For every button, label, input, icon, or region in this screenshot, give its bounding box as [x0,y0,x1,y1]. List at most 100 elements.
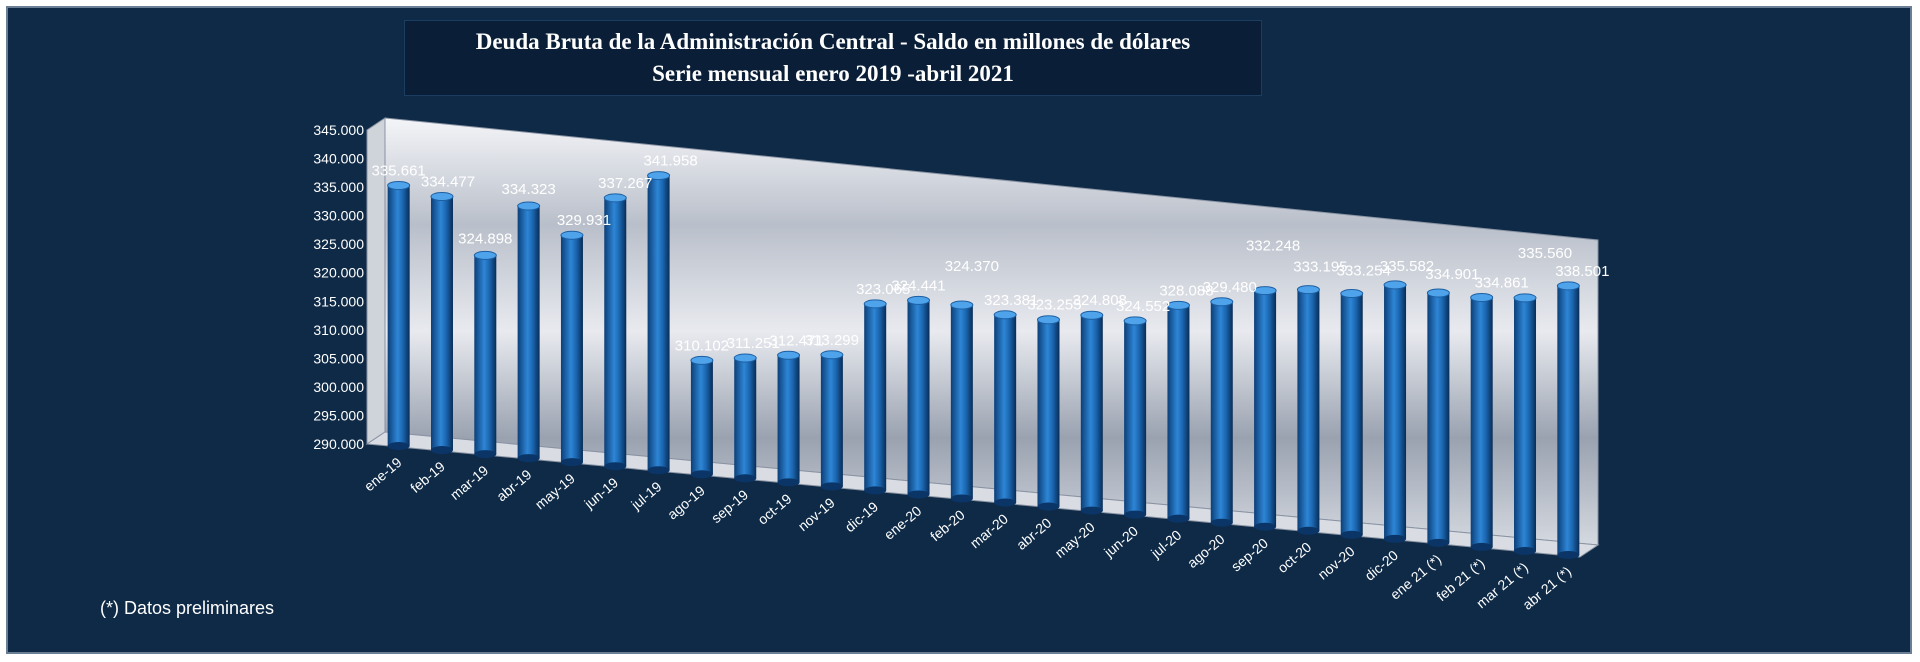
data-label: 335.661 [372,162,426,179]
data-label: 329.931 [557,212,611,229]
x-tick-label: ago-19 [664,482,708,522]
data-label: 333.195 [1293,259,1347,276]
y-tick-label: 305.000 [313,350,364,366]
bar [820,350,844,491]
bar [733,353,757,483]
y-tick-label: 335.000 [313,179,364,195]
x-tick-label: abr-20 [1013,514,1054,552]
bar [1383,280,1407,543]
bar [1166,300,1190,523]
bar [993,310,1017,507]
x-tick-label: feb-19 [407,458,448,496]
x-tick-label: ene-20 [881,502,925,542]
data-label: 334.477 [421,174,475,191]
data-label: 324.370 [945,258,999,275]
bar [907,295,931,499]
x-tick-label: jun-19 [580,474,621,512]
chart-title-box: Deuda Bruta de la Administración Central… [404,20,1262,96]
data-label: 324.552 [1116,298,1170,315]
data-label: 329.480 [1203,279,1257,296]
bar [1253,286,1277,531]
y-tick-label: 315.000 [313,293,364,309]
bar [1426,288,1450,547]
data-label: 334.901 [1425,266,1479,283]
bar [1036,315,1060,511]
y-tick-label: 330.000 [313,208,364,224]
data-label: 323.255 [1027,297,1081,314]
x-tick-label: sep-19 [708,486,751,526]
data-label: 334.861 [1475,274,1529,291]
data-label: 328.088 [1159,282,1213,299]
bars [387,171,1580,559]
x-tick-label: mar-19 [447,462,491,503]
bar [1470,292,1494,551]
x-tick-label: oct-20 [1274,539,1314,576]
chart-subtitle: Serie mensual enero 2019 -abril 2021 [652,61,1014,86]
chart-walls [365,117,1600,558]
bar [1340,289,1364,539]
bar [950,300,974,503]
x-tick-label: ene-19 [361,454,405,494]
data-label: 313.299 [805,332,859,349]
x-tick-label: may-19 [532,470,578,512]
x-tick-label: jul-19 [627,478,664,513]
data-label: 311.251 [727,335,780,352]
data-label: 332.248 [1246,238,1300,255]
data-label: 338.501 [1555,263,1609,280]
y-tick-label: 290.000 [313,436,364,452]
y-tick-label: 345.000 [313,122,364,138]
bar [473,250,497,459]
bar [647,171,671,475]
data-label: 335.582 [1380,258,1434,275]
bar [777,350,801,487]
bar [690,355,714,479]
x-tick-label: feb-20 [927,506,968,544]
x-tick-label: jul-20 [1147,527,1184,562]
bar [603,193,627,471]
bar [387,180,411,451]
data-label: 337.267 [598,175,652,192]
bar [1296,285,1320,535]
x-tick-label: oct-19 [754,490,794,527]
data-label: 310.102 [675,337,729,354]
y-tick-label: 340.000 [313,151,364,167]
data-label: 323.065 [856,281,910,298]
y-tick-label: 295.000 [313,407,364,423]
data-label: 323.381 [984,292,1038,309]
y-axis: 290.000 295.000 300.000 305.000 310.000 315.0… [313,122,364,452]
x-tick-label: abr-19 [493,466,534,504]
y-tick-label: 310.000 [313,322,364,338]
x-tick-label: may-20 [1052,518,1098,560]
chart-title: Deuda Bruta de la Administración Central… [475,29,1191,54]
data-label: 312.471 [769,332,823,349]
x-tick-label: jun-20 [1100,523,1141,561]
bar [1123,316,1147,519]
bar [517,201,541,463]
footnote: (*) Datos preliminares [100,598,275,618]
data-label: 333.254 [1337,263,1391,280]
data-label: 341.958 [643,153,697,170]
y-tick-label: 320.000 [313,265,364,281]
data-label: 324.898 [458,230,512,247]
x-tick-label: ago-20 [1184,531,1228,571]
y-tick-label: 300.000 [313,379,364,395]
x-tick-label: mar-20 [967,510,1011,551]
bar [430,192,454,455]
x-tick-label: sep-20 [1228,535,1271,575]
bar [1556,281,1580,559]
data-label: 324.808 [1073,292,1127,309]
bar [863,299,887,495]
x-tick-label: nov-19 [795,494,838,534]
x-tick-label: dic-20 [1361,547,1401,584]
bar [1080,310,1104,515]
y-tick-label: 325.000 [313,236,364,252]
x-tick-label: nov-20 [1315,543,1358,583]
data-label: 334.323 [502,181,556,198]
x-tick-label: dic-19 [842,498,882,535]
bar [1513,293,1537,555]
bar [560,230,584,467]
bar [1210,297,1234,527]
data-label: 324.441 [891,277,945,294]
